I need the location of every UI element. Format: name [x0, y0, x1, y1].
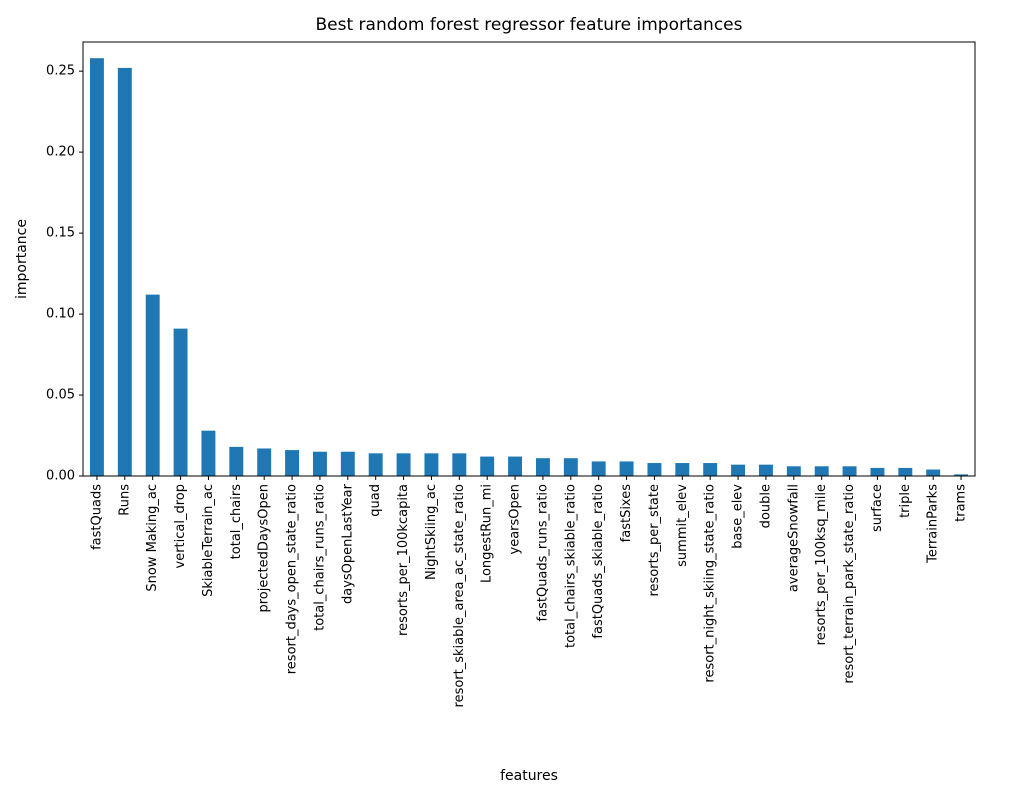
- x-tick-label: SkiableTerrain_ac: [201, 484, 216, 597]
- x-tick-label: LongestRun_mi: [480, 484, 495, 583]
- bar-Runs: [117, 67, 132, 476]
- y-tick-label: 0.15: [46, 226, 75, 241]
- x-axis: fastQuads Runs Snow Making_ac vertical_drop…: [89, 476, 969, 708]
- x-tick-label: resorts_per_100kcapita: [396, 484, 411, 636]
- bar-resorts_per_100kcapita: [396, 453, 411, 476]
- x-tick-label: NightSkiing_ac: [424, 484, 439, 580]
- bar-double: [758, 464, 773, 476]
- bar-vertical_drop: [173, 328, 188, 476]
- bar-resort_terrain_park_state_ratio: [842, 466, 857, 476]
- x-tick-label: fastQuads: [89, 484, 104, 550]
- x-tick-label: TerrainParks: [926, 484, 941, 564]
- x-tick-label: resort_days_open_state_ratio: [285, 484, 300, 674]
- bar-resorts_per_state: [647, 463, 662, 476]
- x-tick-label: total_chairs_runs_ratio: [312, 484, 327, 631]
- x-tick-label: fastSixes: [619, 484, 634, 543]
- x-tick-label: triple: [898, 484, 913, 518]
- x-tick-label: vertical_drop: [173, 484, 188, 569]
- y-axis-label: importance: [14, 219, 30, 299]
- x-tick-label: total_chairs_skiable_ratio: [563, 484, 578, 648]
- bar-daysOpenLastYear: [340, 451, 355, 476]
- x-tick-label: base_elev: [731, 484, 746, 549]
- x-tick-label: projectedDaysOpen: [257, 484, 272, 613]
- y-tick-label: 0.05: [46, 388, 75, 403]
- bar-total_chairs_skiable_ratio: [563, 458, 578, 476]
- bar-Snow Making_ac: [145, 294, 160, 476]
- bars-group: [89, 58, 969, 476]
- bar-resorts_per_100ksq_mile: [814, 466, 829, 476]
- bar-surface: [870, 467, 885, 476]
- x-tick-label: yearsOpen: [508, 484, 523, 555]
- bar-fastQuads: [89, 58, 104, 476]
- x-tick-label: resorts_per_100ksq_mile: [814, 484, 829, 645]
- bar-fastQuads_runs_ratio: [535, 458, 550, 476]
- x-tick-label: resorts_per_state: [647, 484, 662, 597]
- chart-title: Best random forest regressor feature imp…: [316, 15, 743, 35]
- x-tick-label: Snow Making_ac: [145, 484, 160, 592]
- bar-TerrainParks: [926, 469, 941, 476]
- bar-total_chairs: [229, 446, 244, 476]
- x-tick-label: Runs: [117, 484, 132, 516]
- x-tick-label: surface: [870, 484, 885, 532]
- x-tick-label: resort_night_skiing_state_ratio: [703, 484, 718, 683]
- y-tick-label: 0.10: [46, 307, 75, 322]
- bar-resort_night_skiing_state_ratio: [703, 463, 718, 476]
- x-tick-label: daysOpenLastYear: [340, 483, 355, 604]
- bar-triple: [898, 467, 913, 476]
- x-tick-label: averageSnowfall: [786, 484, 801, 592]
- plot-frame: [82, 41, 976, 477]
- bar-SkiableTerrain_ac: [201, 430, 216, 476]
- x-tick-label: fastQuads_runs_ratio: [535, 484, 550, 621]
- bar-resort_skiable_area_ac_state_ratio: [452, 453, 467, 476]
- y-axis: 0.00 0.05 0.10 0.15 0.20 0.25: [46, 64, 83, 484]
- x-tick-label: quad: [368, 484, 383, 517]
- x-tick-label: fastQuads_skiable_ratio: [591, 484, 606, 639]
- bar-base_elev: [731, 464, 746, 476]
- bar-averageSnowfall: [786, 466, 801, 476]
- bar-quad: [368, 453, 383, 476]
- bar-projectedDaysOpen: [257, 448, 272, 476]
- bar-NightSkiing_ac: [424, 453, 439, 476]
- y-tick-label: 0.20: [46, 145, 75, 160]
- bar-trams: [954, 474, 969, 476]
- x-tick-label: summit_elev: [675, 484, 690, 567]
- bar-LongestRun_mi: [480, 456, 495, 476]
- bar-resort_days_open_state_ratio: [285, 450, 300, 476]
- x-tick-label: resort_skiable_area_ac_state_ratio: [452, 484, 467, 708]
- x-tick-label: trams: [954, 484, 969, 522]
- x-tick-label: total_chairs: [229, 484, 244, 560]
- x-axis-label: features: [500, 768, 558, 784]
- y-tick-label: 0.25: [46, 64, 75, 79]
- y-tick-label: 0.00: [46, 469, 75, 484]
- x-tick-label: double: [758, 484, 773, 528]
- bar-yearsOpen: [508, 456, 523, 476]
- x-tick-label: resort_terrain_park_state_ratio: [842, 484, 857, 684]
- bar-summit_elev: [675, 463, 690, 476]
- bar-fastQuads_skiable_ratio: [591, 461, 606, 476]
- bar-fastSixes: [619, 461, 634, 476]
- bar-total_chairs_runs_ratio: [312, 451, 327, 476]
